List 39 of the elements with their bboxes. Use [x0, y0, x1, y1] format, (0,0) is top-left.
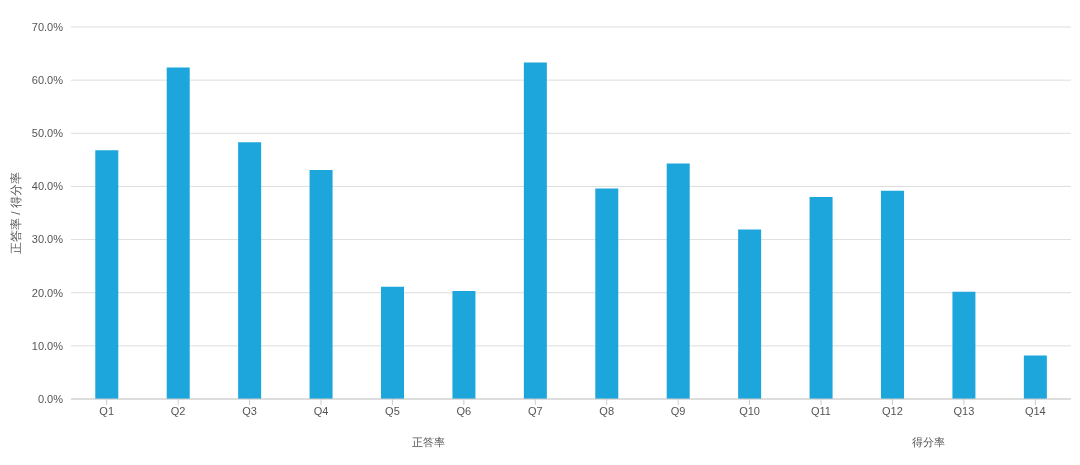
- x-tick-label: Q3: [242, 404, 257, 417]
- bar: [738, 229, 762, 399]
- bar: [952, 291, 976, 399]
- bar: [95, 150, 119, 399]
- x-tick-label: Q2: [170, 404, 186, 417]
- y-tick-label: 10.0%: [31, 339, 64, 352]
- bar: [452, 291, 476, 399]
- x-tick-label: Q10: [739, 404, 760, 417]
- y-tick-label: 70.0%: [31, 20, 64, 33]
- bar: [666, 163, 690, 399]
- x-tick-label: Q8: [599, 404, 615, 417]
- bar: [1023, 355, 1047, 399]
- y-tick-label: 50.0%: [31, 127, 64, 140]
- y-tick-label: 0.0%: [37, 392, 64, 405]
- bar: [166, 67, 190, 399]
- bar: [523, 62, 547, 399]
- text: 正答率: [411, 435, 445, 450]
- bar: [809, 197, 833, 399]
- y-tick-label: 40.0%: [31, 180, 64, 193]
- x-tick-label: Q9: [670, 404, 686, 417]
- bar: [881, 190, 904, 399]
- bar: [381, 286, 404, 399]
- y-axis-title: 正答率 / 得分率: [9, 171, 24, 255]
- y-tick-label: 20.0%: [31, 286, 64, 299]
- x-tick-label: Q14: [1024, 404, 1046, 417]
- bar: [595, 188, 619, 399]
- x-tick-label: Q4: [313, 404, 329, 417]
- bar: [238, 142, 262, 399]
- bar: [309, 169, 333, 399]
- y-tick-label: 30.0%: [31, 233, 64, 246]
- x-tick-label: Q7: [527, 404, 543, 417]
- x-tick-label: Q11: [811, 404, 831, 417]
- x-tick-label: Q6: [456, 404, 472, 417]
- x-tick-label: Q5: [385, 404, 400, 417]
- x-tick-label: Q12: [882, 404, 903, 417]
- text: 得分率: [911, 435, 945, 450]
- x-tick-label: Q13: [953, 404, 975, 417]
- y-tick-label: 60.0%: [31, 74, 64, 87]
- x-tick-label: Q1: [99, 404, 115, 417]
